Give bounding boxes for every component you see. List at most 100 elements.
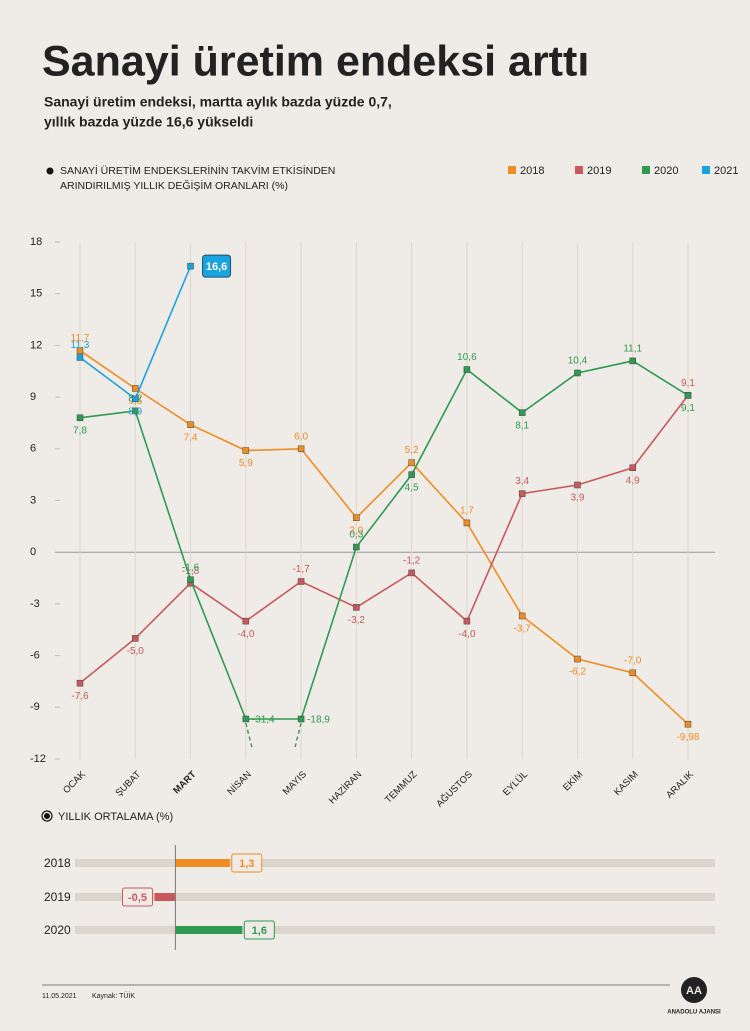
legend-swatch xyxy=(575,166,583,174)
category-label: 2020 xyxy=(44,923,71,937)
series-line xyxy=(79,360,689,720)
data-label: 5,2 xyxy=(405,445,419,456)
data-label: -7,6 xyxy=(71,691,89,702)
data-point xyxy=(408,471,415,478)
bar-track xyxy=(75,926,715,934)
data-label: -5,0 xyxy=(127,646,145,657)
data-label: 10,6 xyxy=(457,352,477,363)
data-point xyxy=(463,519,471,527)
data-label: 4,5 xyxy=(405,482,419,493)
legend-swatch xyxy=(702,166,710,174)
data-label: 7,4 xyxy=(184,432,198,443)
bullet xyxy=(46,167,54,175)
data-point xyxy=(242,617,250,625)
data-point xyxy=(297,445,305,453)
y-tick-label: 6 xyxy=(30,443,36,455)
y-tick-label: 0 xyxy=(30,546,36,558)
category-label: 2018 xyxy=(44,856,71,870)
logo-mark xyxy=(681,977,707,1003)
chart-note: ARINDIRILMIŞ YILLIK DEĞİŞİM ORANLARI (%) xyxy=(60,179,288,192)
data-label: 7,8 xyxy=(73,425,87,436)
y-tick-label: -9 xyxy=(30,701,40,713)
footer-date: 11.05.2021 xyxy=(42,993,77,1000)
data-label: -1,8 xyxy=(182,566,200,577)
data-point xyxy=(187,421,194,428)
legend-label: 2020 xyxy=(654,165,678,177)
data-point xyxy=(574,481,581,489)
data-label: 1,3 xyxy=(239,858,254,870)
data-label: -1,7 xyxy=(292,564,310,575)
data-point xyxy=(463,366,471,373)
data-point xyxy=(187,262,194,270)
data-label: 5,9 xyxy=(239,458,253,469)
subtitle: Sanayi üretim endeksi, martta aylık bazd… xyxy=(44,94,392,110)
data-label: 9,1 xyxy=(681,378,695,389)
bar-chart-title: YILLIK ORTALAMA (%) xyxy=(58,811,173,823)
data-point xyxy=(353,543,360,551)
data-label: 1,7 xyxy=(460,506,474,517)
data-point xyxy=(132,635,139,642)
data-point xyxy=(242,447,250,454)
data-label: 9,1 xyxy=(681,403,695,414)
data-label: 11,3 xyxy=(71,340,90,351)
data-label: 16,6 xyxy=(206,261,227,273)
y-tick-label: -12 xyxy=(30,753,46,765)
data-label: -9,98 xyxy=(677,732,700,743)
data-point xyxy=(518,409,526,416)
data-label: 10,4 xyxy=(568,356,588,367)
data-label: 3,4 xyxy=(515,476,529,487)
data-point xyxy=(132,395,139,403)
data-label: 1,6 xyxy=(252,925,267,937)
logo: AA xyxy=(686,985,702,997)
chart-note: SANAYİ ÜRETİM ENDEKSLERİNİN TAKVİM ETKİS… xyxy=(60,164,335,177)
data-point xyxy=(353,604,360,611)
data-point xyxy=(76,679,84,687)
data-label: 8,9 xyxy=(128,406,142,417)
legend-swatch xyxy=(508,166,516,174)
bar xyxy=(175,926,243,934)
data-point xyxy=(187,576,194,584)
data-point xyxy=(574,369,581,377)
y-tick-label: 15 xyxy=(30,288,42,300)
data-point xyxy=(629,464,636,472)
y-tick-label: 9 xyxy=(30,391,36,403)
data-point xyxy=(408,459,415,466)
highlight-box xyxy=(202,254,232,278)
label-box xyxy=(243,920,275,940)
data-point xyxy=(518,612,526,620)
legend-label: 2018 xyxy=(520,165,544,177)
footer-source: Kaynak: TÜİK xyxy=(92,991,135,1000)
data-label: 11,7 xyxy=(71,333,90,344)
data-point xyxy=(297,578,305,585)
data-label: 8,1 xyxy=(515,420,529,431)
legend-label: 2021 xyxy=(714,165,738,177)
data-label: -4,0 xyxy=(237,629,255,640)
title: Sanayi üretim endeksi arttı xyxy=(42,37,589,85)
data-point xyxy=(297,715,305,723)
legend-swatch xyxy=(642,166,650,174)
data-label: -3,7 xyxy=(514,624,532,635)
data-label: -1,6 xyxy=(182,562,200,573)
data-label: -0,5 xyxy=(128,892,147,904)
series-line xyxy=(79,394,689,684)
label-box xyxy=(231,853,263,873)
data-label: 11,1 xyxy=(623,344,642,355)
data-point xyxy=(132,385,139,392)
data-label: 6,0 xyxy=(294,431,308,442)
data-label: -4,0 xyxy=(458,629,476,640)
data-label: -1,2 xyxy=(403,556,421,567)
data-point xyxy=(76,354,84,361)
data-point xyxy=(408,569,415,577)
data-point xyxy=(629,669,636,677)
bar-track xyxy=(75,859,715,867)
data-label: -3,2 xyxy=(348,615,366,626)
data-label: -31,4 xyxy=(252,715,275,726)
y-tick-label: -3 xyxy=(30,598,40,610)
data-point xyxy=(242,715,250,723)
data-label: 2,0 xyxy=(349,525,363,536)
y-tick-label: -6 xyxy=(30,650,40,662)
series-line xyxy=(79,349,689,725)
y-tick-label: 3 xyxy=(30,494,36,506)
